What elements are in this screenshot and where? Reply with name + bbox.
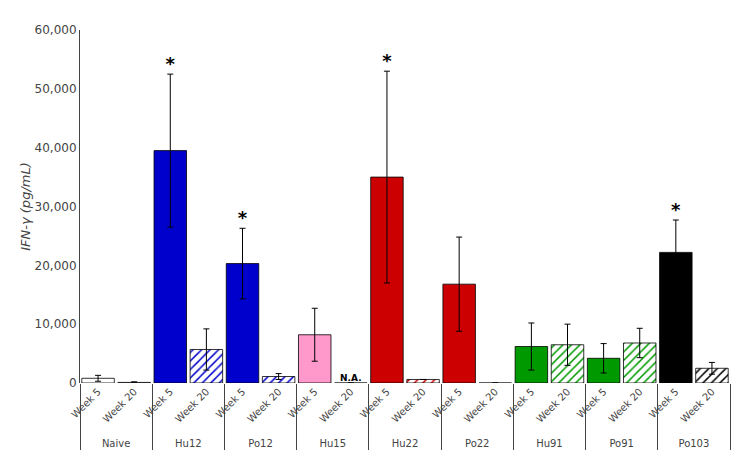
svg-text:*: * bbox=[238, 207, 248, 228]
svg-text:40,000: 40,000 bbox=[35, 141, 77, 155]
svg-text:Hu22: Hu22 bbox=[392, 438, 419, 449]
svg-text:Week 20: Week 20 bbox=[317, 386, 355, 424]
svg-text:Week 5: Week 5 bbox=[141, 386, 175, 420]
svg-text:Week 5: Week 5 bbox=[214, 386, 248, 420]
svg-text:Week 5: Week 5 bbox=[575, 386, 609, 420]
svg-text:Naive: Naive bbox=[102, 438, 130, 449]
svg-text:*: * bbox=[382, 50, 392, 71]
svg-text:Hu12: Hu12 bbox=[175, 438, 202, 449]
svg-text:Week 5: Week 5 bbox=[286, 386, 320, 420]
svg-text:60,000: 60,000 bbox=[35, 23, 77, 37]
svg-text:Hu91: Hu91 bbox=[536, 438, 563, 449]
svg-text:Week 20: Week 20 bbox=[245, 386, 283, 424]
svg-text:50,000: 50,000 bbox=[35, 82, 77, 96]
svg-text:Po103: Po103 bbox=[678, 438, 709, 449]
svg-text:Week 20: Week 20 bbox=[606, 386, 644, 424]
svg-text:IFN-γ (pg/mL): IFN-γ (pg/mL) bbox=[18, 162, 33, 251]
svg-text:Week 5: Week 5 bbox=[358, 386, 392, 420]
svg-text:Week 5: Week 5 bbox=[647, 386, 681, 420]
svg-text:Week 5: Week 5 bbox=[430, 386, 464, 420]
svg-text:Week 20: Week 20 bbox=[462, 386, 500, 424]
svg-text:Hu15: Hu15 bbox=[319, 438, 346, 449]
svg-text:20,000: 20,000 bbox=[35, 259, 77, 273]
svg-text:Po12: Po12 bbox=[248, 438, 273, 449]
svg-text:N.A.: N.A. bbox=[340, 373, 362, 383]
svg-text:Week 20: Week 20 bbox=[101, 386, 139, 424]
svg-text:Week 20: Week 20 bbox=[534, 386, 572, 424]
svg-text:Po91: Po91 bbox=[609, 438, 634, 449]
svg-text:0: 0 bbox=[69, 376, 77, 390]
svg-text:*: * bbox=[671, 199, 681, 220]
svg-text:30,000: 30,000 bbox=[35, 200, 77, 214]
svg-text:10,000: 10,000 bbox=[35, 317, 77, 331]
svg-text:*: * bbox=[166, 53, 176, 74]
svg-text:Week 5: Week 5 bbox=[502, 386, 536, 420]
svg-text:Week 20: Week 20 bbox=[390, 386, 428, 424]
svg-text:Week 20: Week 20 bbox=[678, 386, 716, 424]
svg-text:Week 5: Week 5 bbox=[69, 386, 103, 420]
svg-text:Po22: Po22 bbox=[465, 438, 490, 449]
svg-text:Week 20: Week 20 bbox=[173, 386, 211, 424]
